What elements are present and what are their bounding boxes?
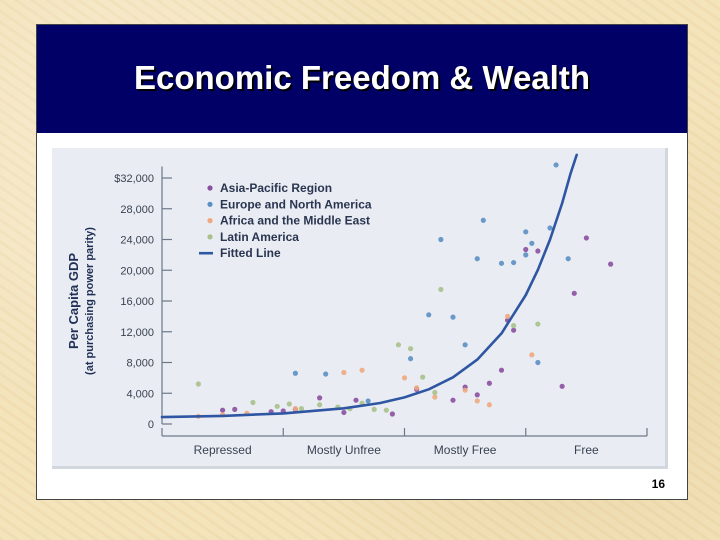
y-axis-title-line-1: Per Capita GDP xyxy=(66,253,81,349)
data-point xyxy=(523,229,529,235)
data-point xyxy=(462,342,468,348)
data-point xyxy=(583,235,589,241)
data-point xyxy=(420,374,426,380)
data-point xyxy=(292,406,298,412)
page-number: 16 xyxy=(651,477,665,491)
data-point xyxy=(565,256,571,262)
data-point xyxy=(547,225,553,231)
chart-panel: Per Capita GDP (at purchasing power parit… xyxy=(52,148,668,469)
x-category-label: Mostly Unfree xyxy=(307,443,381,457)
data-point xyxy=(462,387,468,393)
data-points xyxy=(195,162,614,419)
data-point xyxy=(480,217,486,223)
data-point xyxy=(432,394,438,400)
data-point xyxy=(353,397,359,403)
data-point xyxy=(432,389,438,396)
data-point xyxy=(407,356,414,362)
legend: Asia-Pacific Region Europe and North Amer… xyxy=(199,181,372,260)
data-point xyxy=(389,411,395,417)
legend-marker xyxy=(207,218,213,224)
data-point xyxy=(498,260,505,266)
data-point xyxy=(535,359,541,366)
x-category-label: Mostly Free xyxy=(434,443,497,457)
fitted-line xyxy=(160,153,578,419)
data-point xyxy=(383,407,389,413)
legend-label: Fitted Line xyxy=(220,246,281,260)
data-point xyxy=(359,367,365,373)
data-point xyxy=(571,290,577,296)
data-point xyxy=(511,259,517,266)
data-point xyxy=(535,321,541,327)
data-point xyxy=(414,385,420,391)
data-point xyxy=(317,395,323,401)
y-tick-label: 8,000 xyxy=(126,358,154,370)
data-point xyxy=(298,406,305,412)
title-bar: Economic Freedom & Wealth xyxy=(37,25,687,133)
legend-marker xyxy=(207,234,213,240)
fitted-line-layer xyxy=(160,153,578,419)
data-point xyxy=(474,398,480,404)
data-point xyxy=(250,399,256,406)
data-point xyxy=(553,162,559,168)
legend-label: Europe and North America xyxy=(220,197,372,211)
data-point xyxy=(511,323,517,329)
data-point xyxy=(292,370,298,376)
data-point xyxy=(498,367,505,373)
y-tick-label: 4,000 xyxy=(126,388,154,400)
legend-label: Latin America xyxy=(220,230,299,244)
data-point xyxy=(486,402,492,408)
data-point xyxy=(608,261,614,267)
y-tick-label: 24,000 xyxy=(120,235,154,247)
data-point xyxy=(317,402,323,408)
y-tick-label: 16,000 xyxy=(120,296,154,308)
data-point xyxy=(274,403,280,409)
data-point xyxy=(232,406,238,412)
data-point xyxy=(365,398,371,404)
data-point xyxy=(195,381,201,387)
data-point xyxy=(371,406,377,412)
data-point xyxy=(474,256,480,262)
data-point xyxy=(523,252,529,258)
y-axis-title: Per Capita GDP (at purchasing power parit… xyxy=(66,227,96,375)
data-point xyxy=(401,375,408,381)
data-point xyxy=(529,352,535,358)
y-tick-label: 20,000 xyxy=(120,265,154,277)
y-tick-label: $32,000 xyxy=(114,173,154,185)
data-point xyxy=(395,342,402,348)
y-tick-label: 28,000 xyxy=(120,204,154,216)
y-axis-title-line-2: (at purchasing power parity) xyxy=(84,227,96,375)
data-point xyxy=(407,346,414,352)
slide: Economic Freedom & Wealth Per Capita GDP… xyxy=(36,24,688,500)
slide-title: Economic Freedom & Wealth xyxy=(134,59,590,96)
legend-marker xyxy=(207,185,213,191)
legend-label: Africa and the Middle East xyxy=(220,214,370,228)
data-point xyxy=(323,371,329,377)
data-point xyxy=(529,240,535,246)
data-point xyxy=(286,401,292,407)
data-point xyxy=(504,313,511,319)
data-point xyxy=(220,407,226,413)
legend-label: Asia-Pacific Region xyxy=(220,181,332,195)
x-category-label: Free xyxy=(574,443,599,457)
y-tick-label: 12,000 xyxy=(120,327,154,339)
data-point xyxy=(486,380,492,386)
scatter-chart: Per Capita GDP (at purchasing power parit… xyxy=(66,153,648,457)
data-point xyxy=(438,286,444,293)
data-point xyxy=(511,327,517,333)
legend-marker xyxy=(207,201,213,207)
data-point xyxy=(523,246,529,253)
data-point xyxy=(450,314,456,320)
data-point xyxy=(450,397,456,403)
x-category-label: Repressed xyxy=(194,443,252,457)
y-axis: $32,000 28,000 24,000 20,000 16,000 12,000 8,0… xyxy=(114,166,172,431)
data-point xyxy=(559,383,565,389)
data-point xyxy=(474,392,480,398)
data-point xyxy=(341,369,347,376)
x-axis: Repressed Mostly Unfree Mostly Free Free xyxy=(161,428,648,457)
data-point xyxy=(535,248,541,254)
data-point xyxy=(438,236,444,243)
data-point xyxy=(426,312,432,318)
y-tick-label: 0 xyxy=(148,419,154,431)
data-point xyxy=(341,409,347,416)
